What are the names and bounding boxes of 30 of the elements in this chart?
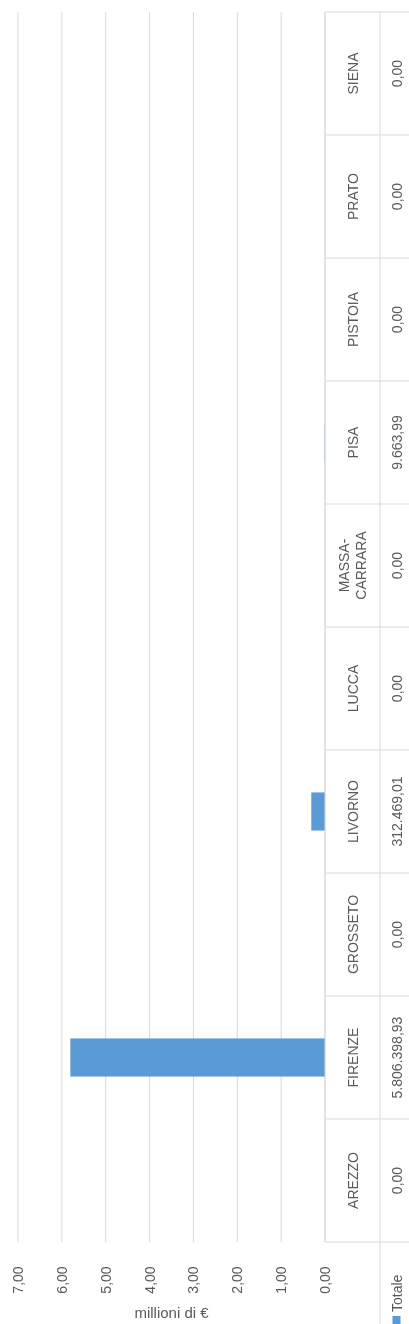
y-tick-label: SIENA (344, 51, 361, 95)
x-tick-label: 3,00 (185, 1266, 202, 1294)
text: Totale (388, 1274, 405, 1312)
y-tick-label: GROSSETO (344, 894, 361, 975)
y-tick-label: FIRENZE (344, 1027, 361, 1088)
text: 0,00 (388, 551, 405, 580)
y-tick-label: MASSA-CARRARA (336, 530, 369, 600)
text: 0,00 (388, 59, 405, 88)
text: 312.469,01 (388, 776, 405, 847)
text: 0,00 (388, 182, 405, 211)
y-tick-label: PISA (344, 425, 361, 459)
x-axis-title: millioni di € (134, 1304, 210, 1321)
text: 5.806.398,93 (388, 1016, 405, 1099)
x-tick-label: 6,00 (53, 1266, 70, 1294)
x-tick-label: 0,00 (317, 1266, 333, 1294)
text: 0,00 (388, 920, 405, 949)
x-tick-label: 1,00 (273, 1266, 290, 1294)
x-tick-label: 2,00 (229, 1266, 246, 1294)
text: 0,00 (388, 1166, 405, 1195)
text: 0,00 (388, 674, 405, 703)
y-tick-label: PRATO (344, 172, 361, 220)
text: 0,00 (388, 305, 405, 334)
x-tick-label: 5,00 (97, 1266, 114, 1294)
y-tick-label: LUCCA (344, 664, 361, 713)
text: 9.663,99 (388, 415, 405, 470)
x-tick-label: 4,00 (141, 1266, 158, 1294)
y-tick-label: AREZZO (344, 1152, 361, 1209)
x-tick-label: 7,00 (10, 1266, 26, 1294)
y-tick-label: LIVORNO (344, 779, 361, 844)
y-tick-label: PISTOIA (344, 291, 361, 347)
